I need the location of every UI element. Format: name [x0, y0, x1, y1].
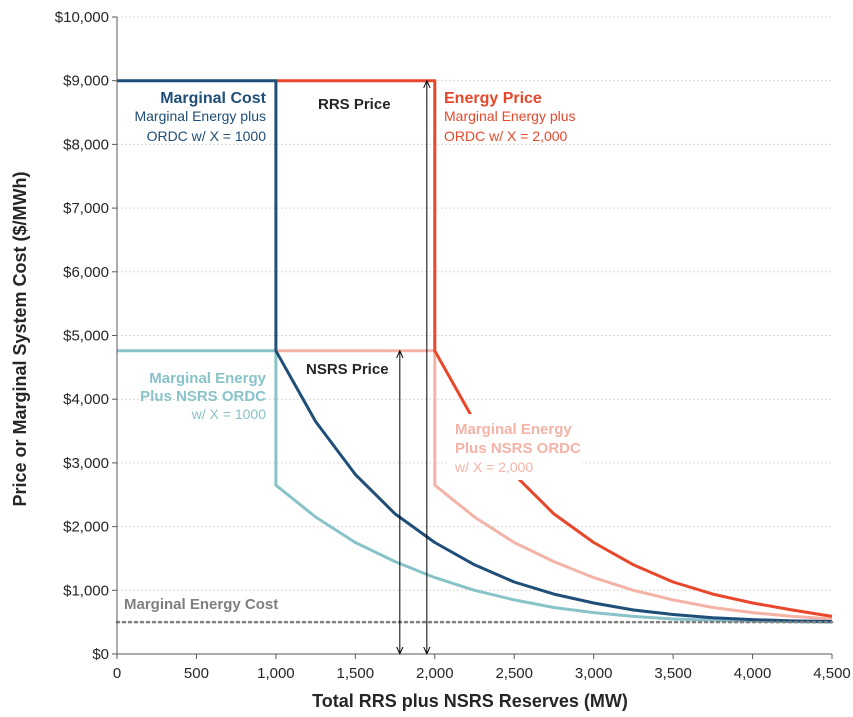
- series-line-nsrs-1000: [117, 349, 833, 624]
- x-axis-title: Total RRS plus NSRS Reserves (MW): [312, 691, 628, 711]
- x-tick-label: 4,000: [734, 665, 772, 682]
- x-tick-label: 4,500: [813, 665, 851, 682]
- x-tick-label: 3,000: [575, 665, 613, 682]
- series-line-energy-price: [275, 79, 833, 618]
- y-tick-label: $6,000: [63, 264, 109, 281]
- nsrs-1000-label-2: Plus NSRS ORDC: [140, 388, 266, 405]
- energy-cost-label: Marginal Energy Cost: [124, 596, 278, 613]
- marginal-cost-desc-2: ORDC w/ X = 1000: [147, 128, 267, 144]
- y-tick-label: $4,000: [63, 391, 109, 408]
- y-tick-label: $10,000: [55, 9, 109, 26]
- x-tick-label: 500: [184, 665, 209, 682]
- y-tick-label: $2,000: [63, 519, 109, 536]
- x-tick-label: 1,500: [337, 665, 375, 682]
- marginal-cost-desc-1: Marginal Energy plus: [134, 108, 266, 124]
- nsrs-2000-label-2: Plus NSRS ORDC: [455, 440, 581, 457]
- series-lines: [115, 79, 834, 624]
- y-axis: $0 $1,000 $2,000 $3,000 $4,000 $5,000 $6,000 $7…: [55, 9, 118, 663]
- y-tick-label: $8,000: [63, 136, 109, 153]
- series-line-nsrs-2000: [275, 349, 833, 621]
- nsrs-1000-label-1: Marginal Energy: [149, 370, 266, 387]
- x-tick-label: 0: [113, 665, 121, 682]
- nsrs-2000-label-3: w/ X = 2,000: [454, 459, 533, 475]
- x-tick-label: 1,000: [257, 665, 295, 682]
- y-tick-label: $5,000: [63, 328, 109, 345]
- marginal-cost-label: Marginal Cost: [160, 90, 266, 107]
- energy-price-desc-1: Marginal Energy plus: [444, 108, 576, 124]
- y-tick-label: $7,000: [63, 200, 109, 217]
- y-tick-label: $3,000: [63, 455, 109, 472]
- y-tick-label: $0: [92, 646, 109, 663]
- x-tick-label: 2,000: [416, 665, 454, 682]
- energy-price-label: Energy Price: [444, 90, 542, 107]
- nsrs-2000-label-1: Marginal Energy: [455, 421, 572, 438]
- nsrs-2000-label-background: [448, 414, 582, 480]
- energy-price-desc-2: ORDC w/ X = 2,000: [444, 128, 568, 144]
- x-axis: 0 500 1,000 1,500 2,000 2,500 3,000 3,500 4,000 4…: [113, 653, 851, 682]
- rrs-price-label: RRS Price: [318, 96, 391, 113]
- x-tick-label: 2,500: [495, 665, 533, 682]
- nsrs-price-label: NSRS Price: [306, 361, 389, 378]
- y-tick-label: $9,000: [63, 73, 109, 90]
- x-tick-label: 3,500: [654, 665, 692, 682]
- y-tick-label: $1,000: [63, 582, 109, 599]
- price-arrows: [400, 81, 427, 654]
- y-axis-title: Price or Marginal System Cost ($/MWh): [10, 171, 30, 506]
- series-line-marginal-cost: [117, 79, 833, 623]
- nsrs-1000-label-3: w/ X = 1000: [191, 406, 267, 422]
